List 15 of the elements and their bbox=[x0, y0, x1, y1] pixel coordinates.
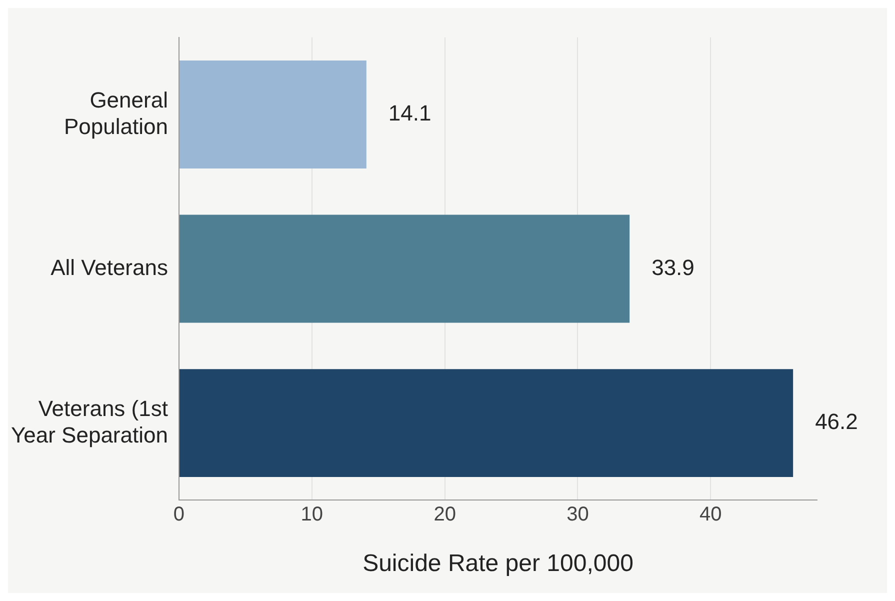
data-label: 46.2 bbox=[815, 409, 858, 434]
x-tick-label: 30 bbox=[566, 504, 589, 526]
bar bbox=[179, 214, 630, 323]
x-tick-label: 0 bbox=[173, 504, 185, 526]
y-tick-label: All Veterans bbox=[50, 254, 168, 280]
y-tick-label: Veterans (1st Year Separation bbox=[10, 396, 168, 448]
bar bbox=[179, 369, 794, 478]
data-label: 14.1 bbox=[388, 100, 432, 126]
x-axis-title: Suicide Rate per 100,000 bbox=[362, 550, 634, 578]
x-tick-label: 10 bbox=[300, 504, 324, 526]
data-label: 33.9 bbox=[652, 254, 694, 280]
y-tick-label: General Population bbox=[64, 87, 168, 139]
bar bbox=[179, 60, 366, 169]
x-tick-label: 20 bbox=[434, 504, 456, 526]
x-tick-label: 40 bbox=[700, 504, 722, 526]
